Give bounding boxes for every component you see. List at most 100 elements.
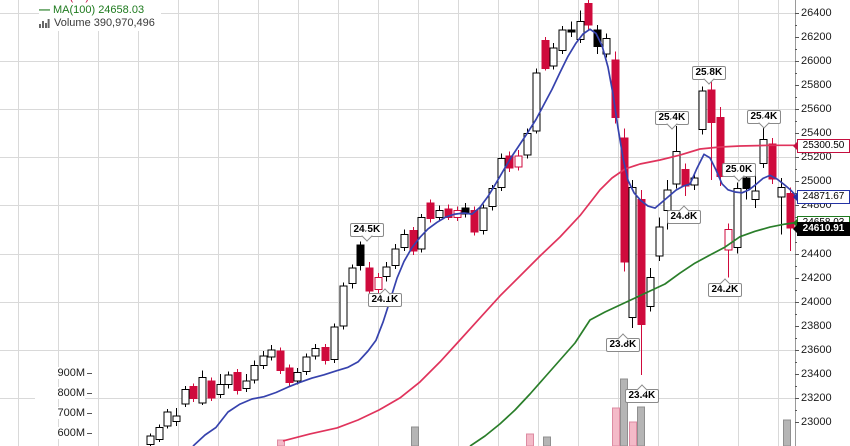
legend-ma50-value: 25300.50 (92, 0, 138, 4)
candle (514, 155, 523, 168)
ma-line-ma20[interactable] (192, 28, 798, 446)
grid-lines (0, 0, 795, 446)
price-axis-label: 23000 (801, 415, 832, 428)
candle (216, 384, 225, 395)
pivot-callout-label: 24.5K (349, 223, 385, 242)
legend-volume[interactable]: Volume 390,970,496 (39, 17, 155, 30)
candle (672, 150, 681, 185)
ma-line-ma100[interactable] (469, 221, 798, 446)
price-axis-label: 23600 (801, 343, 832, 356)
candle (382, 266, 391, 277)
candle (698, 90, 707, 131)
candle (655, 226, 664, 257)
candle (777, 186, 786, 198)
candle (742, 177, 751, 190)
candle (724, 229, 733, 251)
pivot-callout-label: 23.8K (605, 333, 641, 352)
candle (285, 367, 294, 383)
candle (267, 349, 276, 358)
price-axis-label: 26000 (801, 55, 832, 68)
legend-ma50-label: MA(50) (53, 0, 89, 4)
price-axis-label: 23400 (801, 367, 832, 380)
candle (541, 40, 550, 69)
candle-series[interactable] (146, 0, 795, 446)
badge-arrow-icon (793, 218, 798, 229)
volume-axis[interactable] (87, 373, 92, 434)
pivot-callout-label: 24.2K (707, 278, 743, 297)
candle (637, 198, 646, 326)
candle (733, 188, 742, 249)
volume-bar (411, 426, 419, 446)
candle (365, 267, 374, 292)
candle (242, 380, 251, 389)
candle (681, 168, 690, 187)
pivot-callout-label: 25.0K (721, 163, 757, 182)
indicator-legend: — MA(50) 25300.50 — MA(100) 24658.03 Vol… (39, 0, 161, 31)
candle (759, 138, 768, 164)
candle (293, 372, 302, 382)
price-axis-label: 25000 (801, 175, 832, 188)
candle (321, 346, 330, 362)
price-axis-label: 24200 (801, 271, 832, 284)
candle (549, 47, 558, 67)
candle (576, 20, 585, 40)
volume-axis-label: 800M (35, 387, 85, 399)
candle (181, 389, 190, 405)
volume-bar (637, 406, 645, 446)
candle (532, 72, 541, 132)
badge-arrow-icon (793, 140, 798, 151)
volume-axis-label: 600M (35, 427, 85, 439)
volume-bar (543, 436, 551, 446)
candle (330, 326, 339, 360)
volume-bar (277, 439, 285, 446)
candle (302, 356, 311, 372)
volume-bar (526, 433, 534, 446)
candle (391, 248, 400, 267)
candle (374, 277, 383, 291)
candle (250, 364, 259, 381)
candle (189, 386, 198, 400)
price-axis-label: 25600 (801, 103, 832, 116)
pivot-callout-label: 24.8K (666, 205, 702, 224)
candle (276, 350, 285, 371)
candle (567, 29, 576, 33)
candle (435, 209, 444, 218)
volume-axis-label: 900M (35, 367, 85, 379)
price-axis-label: 25800 (801, 79, 832, 92)
candle (233, 372, 242, 392)
volume-bar (783, 419, 791, 446)
candle (400, 233, 409, 249)
volume-series[interactable] (277, 378, 791, 446)
candle (426, 202, 435, 220)
candle (259, 355, 268, 366)
candle (146, 435, 155, 445)
price-axis-label: 24400 (801, 247, 832, 260)
candle (348, 267, 357, 285)
volume-bar (629, 421, 637, 446)
volume-axis-label: 700M (35, 407, 85, 419)
candle (470, 209, 479, 233)
price-axis-label: 26200 (801, 31, 832, 44)
last-price-badge: 24610.91 (793, 221, 850, 236)
pivot-callout-label: 25.8K (691, 66, 727, 85)
candle (786, 192, 795, 229)
legend-volume-value: 390,970,496 (93, 17, 155, 29)
candle (311, 348, 320, 357)
candle (224, 374, 233, 386)
candle (207, 380, 216, 399)
price-axis-label: 24000 (801, 295, 832, 308)
ma20-price-badge: 24871.67 (793, 190, 850, 205)
legend-ma50[interactable]: — MA(50) 25300.50 (39, 0, 155, 4)
candle (707, 89, 716, 123)
candle (488, 188, 497, 208)
legend-ma100[interactable]: — MA(100) 24658.03 (39, 4, 155, 17)
candle (628, 186, 637, 318)
ma50-price-badge: 25300.50 (793, 138, 850, 153)
ma100-line-swatch: — (39, 4, 50, 16)
ma-line-ma50[interactable] (282, 144, 797, 442)
price-axis-label: 23800 (801, 319, 832, 332)
price-axis-label: 26400 (801, 6, 832, 19)
candle (339, 285, 348, 327)
